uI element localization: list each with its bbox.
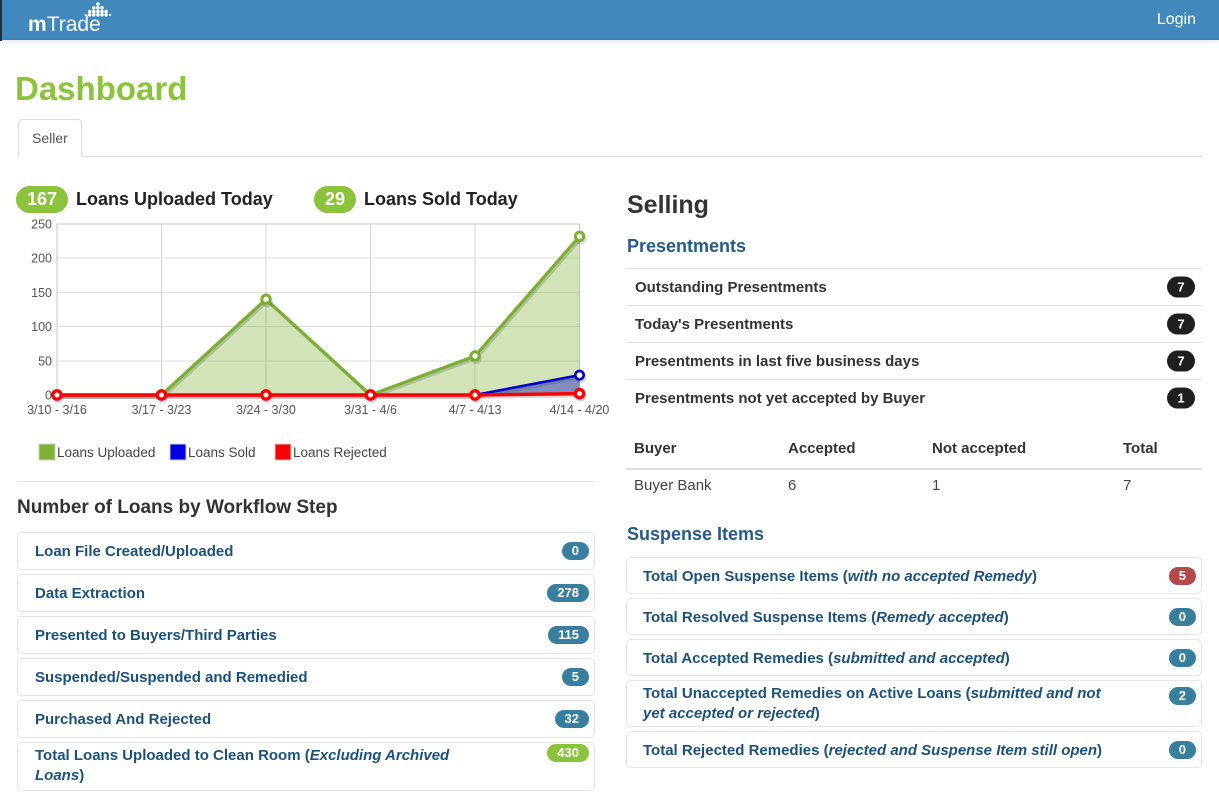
- svg-text:200: 200: [31, 252, 52, 266]
- svg-text:4/7 - 4/13: 4/7 - 4/13: [449, 403, 502, 417]
- svg-text:3/24 - 3/30: 3/24 - 3/30: [236, 403, 296, 417]
- svg-text:3/10 - 3/16: 3/10 - 3/16: [27, 403, 87, 417]
- svg-text:50: 50: [38, 354, 52, 368]
- svg-text:Loans Rejected: Loans Rejected: [293, 445, 387, 460]
- svg-text:Loans Sold: Loans Sold: [188, 445, 256, 460]
- svg-text:0: 0: [45, 389, 52, 403]
- svg-text:Loans Uploaded: Loans Uploaded: [57, 445, 155, 460]
- svg-text:4/14 - 4/20: 4/14 - 4/20: [550, 403, 610, 417]
- svg-text:100: 100: [31, 320, 52, 334]
- svg-text:3/31 - 4/6: 3/31 - 4/6: [344, 403, 397, 417]
- svg-text:250: 250: [31, 218, 52, 232]
- svg-text:3/17 - 3/23: 3/17 - 3/23: [132, 403, 192, 417]
- svg-text:150: 150: [31, 286, 52, 300]
